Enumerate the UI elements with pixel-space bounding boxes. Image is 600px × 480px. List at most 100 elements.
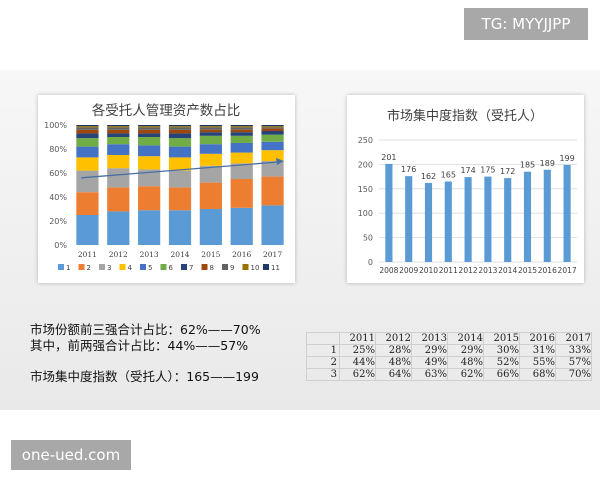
- chart1-xtick: 2014: [170, 250, 189, 259]
- chart1-xtick: 2012: [109, 250, 128, 259]
- chart1-bar-segment: [168, 138, 192, 147]
- chart2-xtick: 2011: [439, 266, 458, 275]
- chart1-bar-segment: [107, 125, 130, 127]
- chart1-bar-segment: [76, 146, 99, 158]
- table-cell: 70%: [555, 368, 592, 381]
- watermark: one-ued.com: [11, 440, 131, 470]
- table-cell: 30%: [483, 344, 520, 357]
- chart2-bar: [424, 182, 433, 262]
- chart1-bar-segment: [168, 126, 192, 128]
- chart1-legend-label: 4: [128, 264, 133, 272]
- chart1-bar-segment: [230, 207, 253, 245]
- chart1-legend-swatch: [181, 264, 187, 270]
- chart1-bar-segment: [261, 141, 284, 151]
- chart1-legend-swatch: [78, 264, 85, 270]
- chart1-bar-segment: [199, 182, 222, 209]
- table-cell: 29%: [411, 344, 448, 357]
- share-data-table: 2011 2012 2013 2014 2015 2016 2017 1 25% 28% 29% 29…: [306, 332, 592, 381]
- table-cell: 48%: [447, 356, 484, 369]
- chart1-legend-label: 1: [66, 264, 70, 272]
- table-row: 1 25% 28% 29% 29% 30% 31% 33%: [306, 344, 592, 357]
- chart1-bar-segment: [261, 134, 284, 142]
- table-corner-cell: [306, 332, 340, 345]
- chart1-bar-segment: [138, 137, 161, 146]
- chart1-bar-segment: [138, 156, 161, 170]
- chart1-bar-segment: [138, 125, 161, 127]
- table-row-label: 1: [306, 344, 340, 357]
- chart1-bar-segment: [76, 133, 99, 139]
- chart2-ytick: 0: [368, 258, 373, 267]
- chart1-bar-segment: [138, 133, 161, 137]
- table-cell: 29%: [447, 344, 484, 357]
- chart2-bar: [405, 176, 413, 262]
- chart1-bar-segment: [138, 169, 161, 187]
- chart1-legend-label: 7: [189, 264, 193, 272]
- chart2-ytick: 250: [358, 136, 373, 145]
- chart1-legend-label: 5: [148, 264, 152, 272]
- table-cell: 31%: [519, 344, 556, 357]
- chart1-bar-segment: [199, 209, 222, 245]
- chart1-bar-segment: [230, 129, 253, 133]
- chart1-bar-segment: [168, 133, 192, 139]
- chart2-xtick: 2009: [399, 266, 418, 275]
- chart2-ytick: 150: [358, 185, 373, 194]
- chart2-bar: [385, 163, 393, 262]
- chart1-bar-segment: [199, 165, 222, 183]
- chart2-bar: [504, 178, 512, 262]
- chart2-bar: [484, 176, 492, 262]
- chart2-xtick: 2015: [518, 266, 537, 275]
- chart1-bar-segment: [199, 132, 222, 136]
- chart1-bar-segment: [199, 135, 222, 145]
- chart1-xtick: 2016: [232, 250, 251, 259]
- chart1-legend-swatch: [222, 264, 228, 270]
- chart1-xtick: 2017: [263, 250, 282, 259]
- chart1-bar-segment: [261, 205, 284, 245]
- chart2-xtick: 2008: [379, 266, 398, 275]
- chart2-bar: [543, 169, 551, 262]
- chart2-bar: [464, 177, 472, 262]
- chart2-data-label: 176: [401, 165, 416, 174]
- chart1-bar-segment: [107, 126, 130, 128]
- table-cell: 63%: [411, 368, 448, 381]
- chart1-xtick: 2013: [140, 250, 159, 259]
- chart1-bar-segment: [261, 161, 284, 177]
- chart1-bar-segment: [107, 168, 130, 188]
- chart1-bar-segment: [76, 138, 99, 147]
- chart1-bar-segment: [107, 211, 130, 245]
- table-column-header: 2017: [555, 332, 592, 345]
- chart2-xtick: 2014: [498, 266, 517, 275]
- chart1-legend-swatch: [58, 264, 64, 270]
- chart1-legend-label: 11: [271, 264, 280, 272]
- table-column-header: 2014: [447, 332, 484, 345]
- chart1-bar-segment: [107, 133, 130, 137]
- chart1-bar-segment: [168, 146, 192, 158]
- chart2-data-label: 199: [559, 154, 574, 163]
- chart1-bar-segment: [199, 125, 222, 127]
- chart1-legend-label: 2: [87, 264, 91, 272]
- concentration-index-chart-panel: 市场集中度指数（受托人） 0 50 100 150 200 250 201 2008 176 200…: [347, 95, 584, 283]
- table-cell: 52%: [483, 356, 520, 369]
- table-row-label: 2: [306, 356, 340, 369]
- chart1-bar-segment: [138, 186, 161, 211]
- chart1-legend-swatch: [140, 264, 146, 270]
- table-cell: 57%: [555, 356, 592, 369]
- chart1-ytick: 40%: [49, 193, 67, 202]
- table-column-header: 2012: [375, 332, 412, 345]
- chart2-ytick: 200: [358, 160, 373, 169]
- chart1-bar-segment: [168, 210, 192, 245]
- chart2-data-label: 175: [480, 166, 495, 175]
- chart1-bar-segment: [107, 187, 130, 212]
- chart1-bar-segment: [107, 137, 130, 145]
- table-cell: 33%: [555, 344, 592, 357]
- chart2-data-label: 162: [421, 172, 436, 181]
- chart2-bar: [523, 171, 532, 262]
- chart1-legend-label: 3: [107, 264, 111, 272]
- chart1-bar-segment: [261, 125, 284, 127]
- chart1-legend-label: 6: [169, 264, 174, 272]
- stacked-share-chart: 各受托人管理资产数占比 0% 20% 40% 60% 80% 100% 2011 2012 201…: [44, 103, 284, 272]
- chart1-bar-segment: [107, 127, 130, 130]
- chart2-ytick: 100: [358, 209, 373, 218]
- concentration-index-chart: 市场集中度指数（受托人） 0 50 100 150 200 250 201 2008 176 200…: [358, 108, 577, 275]
- table-cell: 28%: [375, 344, 412, 357]
- chart1-bar-segment: [76, 215, 99, 245]
